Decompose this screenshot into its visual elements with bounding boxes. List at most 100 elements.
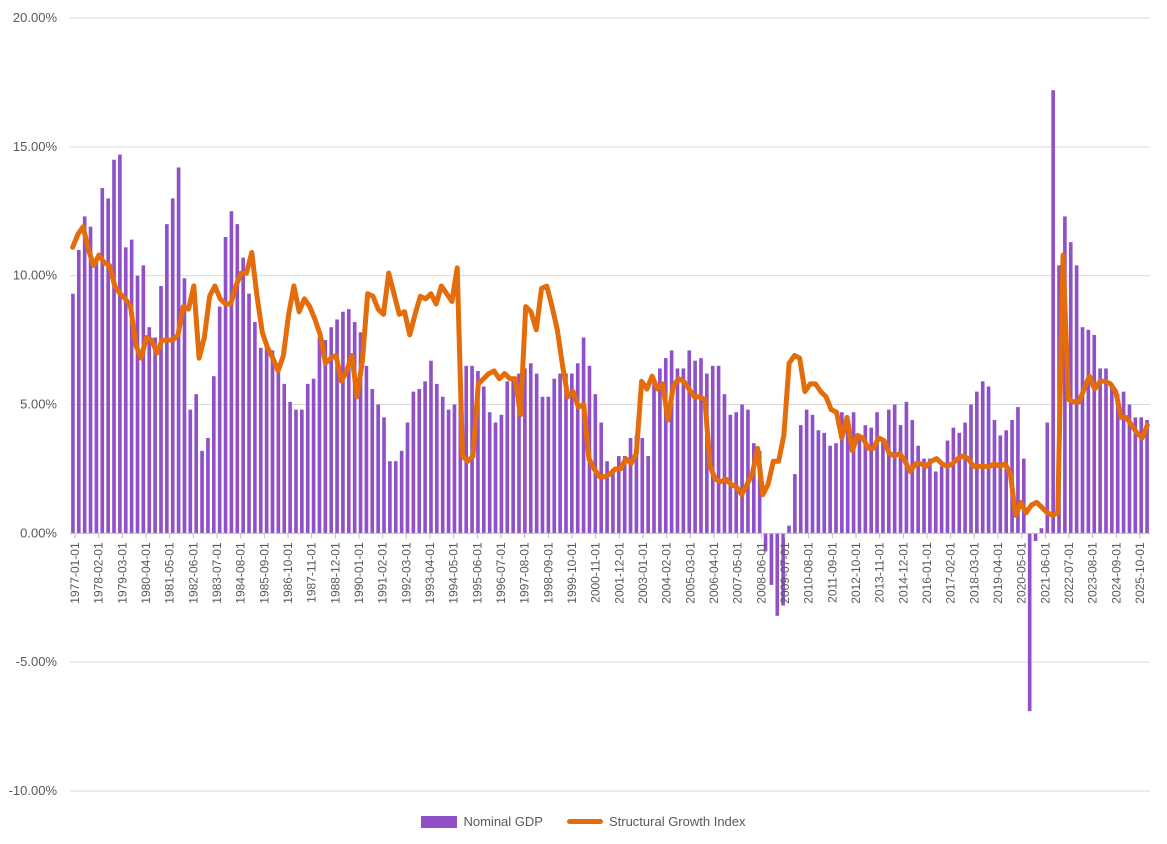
bar	[681, 368, 686, 534]
bar	[1139, 417, 1144, 534]
bar	[76, 249, 81, 534]
bar	[992, 419, 997, 534]
x-tick-label: 2021-06-01	[1038, 542, 1052, 604]
bar	[300, 409, 304, 534]
x-tick-label: 1987-11-01	[305, 542, 319, 603]
bar	[1110, 383, 1114, 534]
bar	[147, 327, 152, 534]
bar	[241, 257, 245, 534]
bar	[153, 337, 157, 534]
bar	[487, 412, 492, 534]
x-tick-label: 2005-03-01	[683, 542, 697, 604]
bar	[94, 262, 99, 534]
legend-item-nominal-gdp[interactable]: Nominal GDP	[421, 814, 543, 829]
x-tick-label: 2016-01-01	[920, 542, 934, 604]
bar	[875, 412, 879, 534]
x-tick-label: 1994-05-01	[447, 542, 461, 604]
bar	[570, 373, 574, 534]
x-tick-label: 2013-11-01	[873, 542, 887, 603]
x-tick-label: 1988-12-01	[328, 542, 342, 604]
bar	[646, 456, 650, 534]
x-tick-label: 2020-05-01	[1015, 542, 1029, 604]
x-tick-label: 2009-07-01	[778, 542, 792, 604]
bar	[123, 247, 128, 534]
x-tick-label: 1990-01-01	[352, 542, 366, 604]
x-tick-label: 2022-07-01	[1062, 542, 1076, 604]
bar	[1074, 265, 1079, 534]
bar	[411, 391, 416, 534]
bar	[693, 360, 697, 534]
bar	[528, 363, 533, 534]
bar	[358, 332, 363, 534]
bar	[669, 350, 674, 534]
bar	[757, 450, 762, 534]
x-tick-label: 1978-02-01	[92, 542, 106, 604]
bar	[1104, 368, 1108, 534]
bar	[264, 342, 269, 534]
bar	[734, 412, 739, 534]
bar	[628, 437, 633, 534]
bar	[399, 450, 404, 534]
bar	[640, 437, 645, 534]
x-tick-label: 1993-04-01	[423, 542, 437, 604]
bar	[288, 401, 292, 534]
y-tick-label: 20.00%	[13, 10, 58, 25]
bar	[88, 226, 93, 534]
bar	[270, 350, 275, 534]
bar	[986, 386, 991, 534]
y-tick-label: 5.00%	[20, 397, 57, 412]
bar	[857, 437, 862, 534]
bar	[810, 414, 815, 534]
bar	[722, 394, 727, 534]
chart-canvas: 20.00% 15.00% 10.00% 5.00% 0.00% -5.00% -10.00…	[9, 10, 1150, 798]
bar	[253, 322, 257, 534]
bar	[112, 159, 116, 534]
bar	[781, 533, 785, 606]
bar	[699, 358, 703, 534]
bar	[176, 167, 181, 534]
x-tick-label: 2003-01-01	[636, 542, 650, 604]
x-tick-label: 2023-08-01	[1086, 542, 1100, 604]
bar	[182, 278, 187, 534]
x-tick-label: 2014-12-01	[896, 542, 910, 604]
bar	[804, 409, 809, 534]
bar	[834, 443, 838, 534]
bar	[452, 404, 457, 534]
bar	[329, 327, 334, 534]
bar	[616, 456, 621, 534]
bar	[1121, 391, 1126, 534]
bar	[499, 414, 504, 534]
x-tick-label: 2001-12-01	[612, 542, 626, 604]
bar	[311, 378, 316, 534]
legend: Nominal GDP Structural Growth Index	[0, 814, 1167, 829]
bar	[194, 394, 199, 534]
bar	[446, 409, 451, 534]
bar	[611, 468, 615, 534]
bar	[822, 432, 827, 534]
bar	[188, 409, 193, 534]
bar	[863, 425, 868, 534]
y-tick-label: -10.00%	[9, 783, 58, 798]
x-tick-label: 1998-09-01	[541, 542, 555, 604]
legend-label: Structural Growth Index	[608, 814, 746, 829]
x-tick-label: 1997-08-01	[518, 542, 532, 604]
bar	[523, 368, 527, 534]
x-tick-label: 2007-05-01	[731, 542, 745, 604]
bar	[740, 404, 744, 534]
x-tick-label: 1986-10-01	[281, 542, 295, 604]
bar	[481, 386, 486, 534]
bar	[763, 533, 768, 552]
bar	[957, 432, 962, 534]
bar	[382, 417, 386, 534]
x-tick-label: 1980-04-01	[139, 542, 153, 604]
bar	[546, 396, 551, 534]
bar	[1033, 533, 1038, 542]
bar	[364, 365, 369, 534]
bar	[575, 363, 580, 534]
legend-item-structural-growth-index[interactable]: Structural Growth Index	[566, 814, 746, 829]
bar	[294, 409, 298, 534]
x-tick-label: 1977-01-01	[68, 542, 82, 604]
legend-label: Nominal GDP	[463, 814, 543, 829]
bar	[1027, 533, 1032, 712]
bar	[675, 368, 680, 534]
